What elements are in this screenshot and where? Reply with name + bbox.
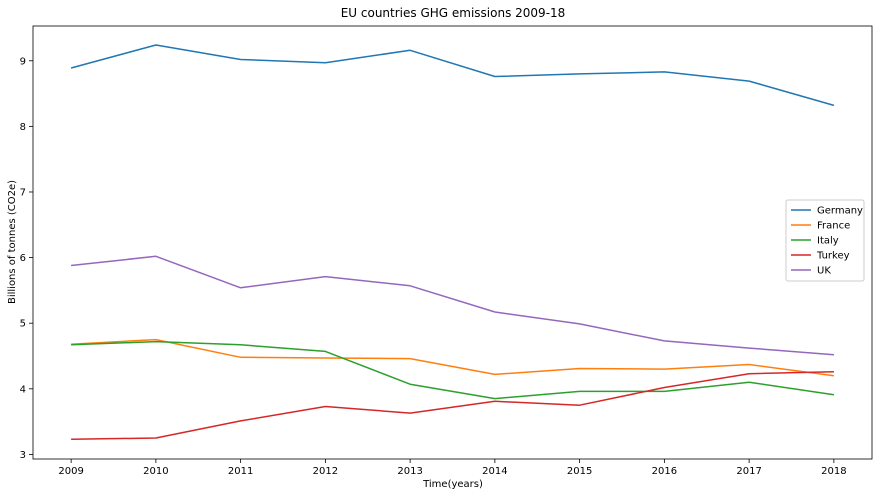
y-tick-label: 7 (20, 187, 26, 198)
chart-title: EU countries GHG emissions 2009-18 (341, 6, 566, 20)
x-axis-label: Time(years) (422, 479, 483, 490)
x-tick-label: 2015 (567, 466, 592, 477)
y-tick-label: 5 (20, 319, 26, 330)
legend-label-uk: UK (817, 266, 831, 277)
x-tick-label: 2011 (228, 466, 253, 477)
legend-label-germany: Germany (817, 206, 863, 217)
x-tick-label: 2010 (143, 466, 168, 477)
x-tick-label: 2016 (652, 466, 677, 477)
series-line-france (71, 338, 834, 377)
series-line-italy (71, 340, 835, 400)
plot-frame (32, 25, 873, 460)
y-tick-label: 6 (20, 253, 26, 264)
y-tick-label: 4 (20, 384, 26, 395)
x-tick-label: 2009 (58, 466, 83, 477)
y-tick-label: 8 (20, 122, 26, 133)
series-line-turkey (71, 370, 834, 441)
legend-box (785, 199, 865, 282)
series-line-germany (70, 44, 835, 107)
y-tick-label: 9 (20, 56, 26, 67)
legend-label-turkey: Turkey (816, 251, 850, 262)
x-tick-label: 2013 (397, 466, 422, 477)
legend-label-france: France (817, 221, 850, 232)
x-tick-label: 2017 (736, 466, 761, 477)
series-line-uk (71, 255, 834, 356)
x-tick-label: 2018 (821, 466, 846, 477)
plot-area: 2009 2010 2011 2012 2013 2014 2015 2016 2017 2018… (20, 25, 873, 477)
legend-label-italy: Italy (817, 236, 839, 247)
y-tick-label: 3 (20, 450, 26, 461)
legend: Germany France Italy Turkey UK (785, 199, 865, 282)
x-tick-label: 2014 (482, 466, 507, 477)
x-tick-label: 2012 (313, 466, 338, 477)
y-axis-label: Billions of tonnes (CO2e) (7, 180, 18, 304)
